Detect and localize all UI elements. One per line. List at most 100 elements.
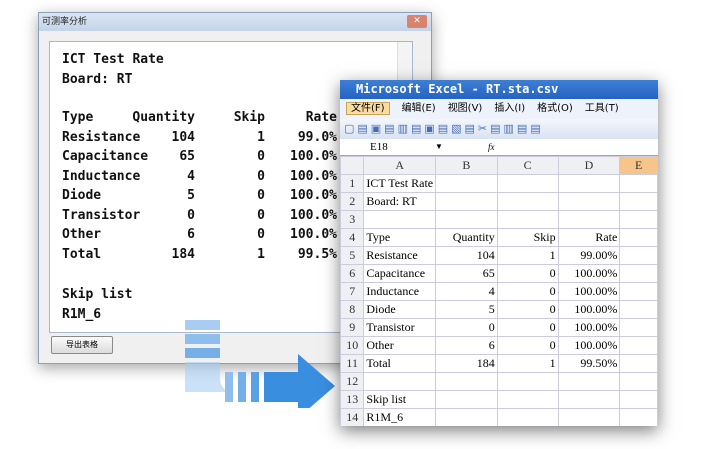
cell[interactable] <box>496 408 559 426</box>
cell[interactable] <box>496 372 559 391</box>
export-table-button[interactable]: 导出表格 <box>51 336 113 354</box>
cell[interactable]: 1 <box>496 354 559 373</box>
menu-item[interactable]: 插入(I) <box>494 103 526 114</box>
name-box[interactable]: E18 <box>370 141 388 153</box>
column-header[interactable]: A <box>363 156 437 175</box>
cell[interactable]: 0 <box>496 264 559 283</box>
row-header[interactable]: 7 <box>340 282 365 301</box>
cell[interactable]: 184 <box>435 354 498 373</box>
cell[interactable]: Inductance <box>363 282 437 301</box>
cell[interactable] <box>619 174 658 193</box>
cell[interactable] <box>619 210 658 229</box>
column-header[interactable]: D <box>557 156 621 175</box>
cell[interactable] <box>619 246 658 265</box>
row-header[interactable]: 5 <box>340 246 365 265</box>
row-header[interactable]: 14 <box>340 408 365 426</box>
menu-item[interactable]: 视图(V) <box>447 103 483 114</box>
cell[interactable]: 100.00% <box>557 336 621 355</box>
cell[interactable]: Total <box>363 354 437 373</box>
cell[interactable] <box>557 372 621 391</box>
cell[interactable]: 0 <box>496 336 559 355</box>
cell[interactable]: 0 <box>496 282 559 301</box>
cell[interactable] <box>619 318 658 337</box>
cell[interactable] <box>619 372 658 391</box>
cell[interactable]: Skip list <box>363 390 437 409</box>
row-header[interactable]: 2 <box>340 192 365 211</box>
cell[interactable] <box>496 390 559 409</box>
cell[interactable]: 99.50% <box>557 354 621 373</box>
cell[interactable]: 5 <box>435 300 498 319</box>
cell[interactable]: 100.00% <box>557 300 621 319</box>
row-header[interactable]: 6 <box>340 264 365 283</box>
menu-item[interactable]: 编辑(E) <box>401 103 436 114</box>
cell[interactable]: 99.00% <box>557 246 621 265</box>
cell[interactable] <box>557 210 621 229</box>
cell[interactable] <box>557 390 621 409</box>
cell[interactable] <box>619 228 658 247</box>
cell[interactable] <box>557 174 621 193</box>
menu-item[interactable]: 格式(O) <box>537 103 573 114</box>
row-header[interactable]: 8 <box>340 300 365 319</box>
cell[interactable] <box>496 192 559 211</box>
cell[interactable] <box>435 174 498 193</box>
cell[interactable]: ICT Test Rate <box>363 174 437 193</box>
cell[interactable]: 65 <box>435 264 498 283</box>
cell[interactable]: Other <box>363 336 437 355</box>
cell[interactable]: Type <box>363 228 437 247</box>
cell[interactable] <box>619 282 658 301</box>
cell[interactable] <box>557 408 621 426</box>
corner-cell[interactable] <box>340 156 365 175</box>
cell[interactable] <box>619 390 658 409</box>
row-header[interactable]: 11 <box>340 354 365 373</box>
cell[interactable]: 4 <box>435 282 498 301</box>
spreadsheet-grid[interactable]: A B C D E 1 ICT Test Rate 2 Board: RT 3 4 Type Quant… <box>340 156 658 426</box>
close-button[interactable]: ✕ <box>407 15 427 28</box>
cell[interactable] <box>363 372 437 391</box>
cell[interactable]: 100.00% <box>557 318 621 337</box>
row-header[interactable]: 12 <box>340 372 365 391</box>
row-header[interactable]: 3 <box>340 210 365 229</box>
row-header[interactable]: 10 <box>340 336 365 355</box>
cell[interactable]: Transistor <box>363 318 437 337</box>
cell[interactable]: 104 <box>435 246 498 265</box>
cell[interactable] <box>435 390 498 409</box>
cell[interactable]: 0 <box>496 300 559 319</box>
cell[interactable]: Capacitance <box>363 264 437 283</box>
cell[interactable] <box>619 192 658 211</box>
cell[interactable] <box>619 336 658 355</box>
column-header[interactable]: C <box>496 156 559 175</box>
cell[interactable]: Diode <box>363 300 437 319</box>
cell[interactable]: 1 <box>496 246 559 265</box>
column-header[interactable]: E <box>619 156 658 175</box>
cell[interactable]: 100.00% <box>557 264 621 283</box>
cell[interactable]: Resistance <box>363 246 437 265</box>
cell[interactable] <box>496 210 559 229</box>
row-header[interactable]: 9 <box>340 318 365 337</box>
cell[interactable] <box>435 192 498 211</box>
menu-item[interactable]: 工具(T) <box>584 103 619 114</box>
cell[interactable] <box>619 300 658 319</box>
row-header[interactable]: 1 <box>340 174 365 193</box>
cell[interactable] <box>619 408 658 426</box>
row-header[interactable]: 13 <box>340 390 365 409</box>
cell[interactable]: Quantity <box>435 228 498 247</box>
cell[interactable] <box>619 264 658 283</box>
cell[interactable]: 0 <box>496 318 559 337</box>
cell[interactable]: Rate <box>557 228 621 247</box>
cell[interactable] <box>557 192 621 211</box>
cell[interactable] <box>435 210 498 229</box>
column-header[interactable]: B <box>435 156 498 175</box>
cell[interactable] <box>435 372 498 391</box>
cell[interactable] <box>363 210 437 229</box>
cell[interactable]: 100.00% <box>557 282 621 301</box>
cell[interactable]: 0 <box>435 318 498 337</box>
dropdown-icon[interactable]: ▼ <box>435 142 443 151</box>
cell[interactable]: R1M_6 <box>363 408 437 426</box>
cell[interactable]: Board: RT <box>363 192 437 211</box>
cell[interactable] <box>435 408 498 426</box>
cell[interactable] <box>496 174 559 193</box>
menu-item[interactable]: 文件(F) <box>346 102 390 115</box>
cell[interactable]: Skip <box>496 228 559 247</box>
cell[interactable] <box>619 354 658 373</box>
row-header[interactable]: 4 <box>340 228 365 247</box>
